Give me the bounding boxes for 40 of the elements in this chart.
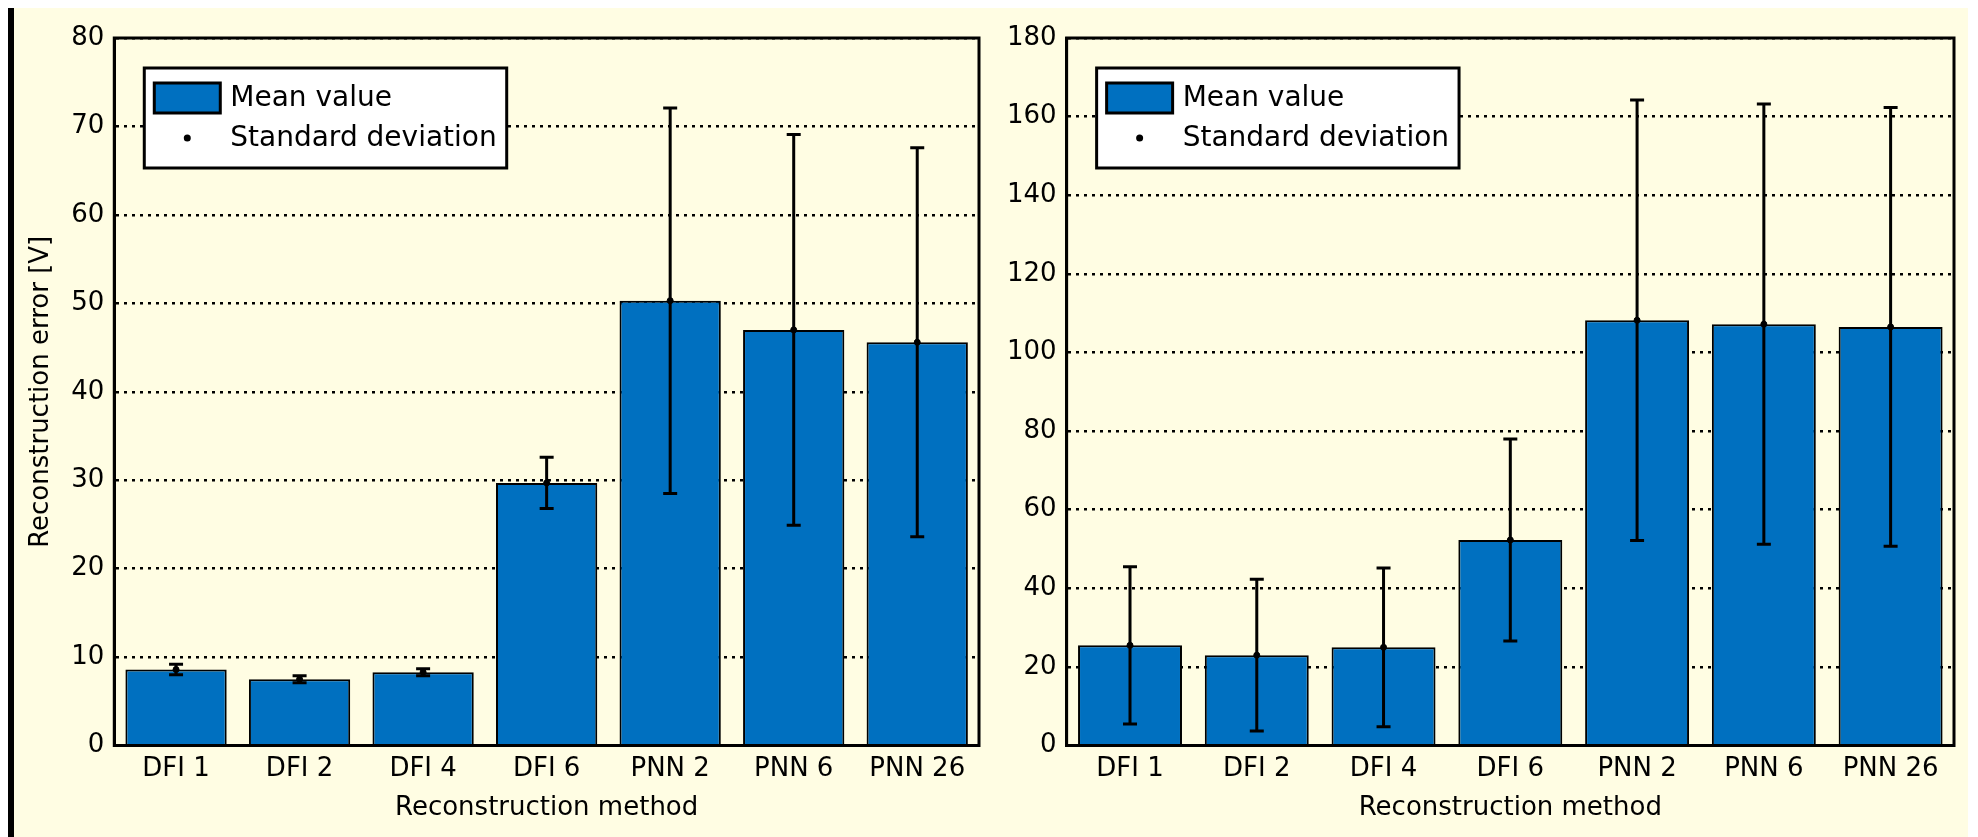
- x-tick-label: DFI 2: [1223, 751, 1291, 782]
- y-tick-label: 20: [1023, 649, 1057, 680]
- x-tick-label: DFI 6: [1476, 751, 1545, 782]
- x-tick-label: PNN 6: [754, 751, 834, 782]
- x-tick-label: DFI 2: [265, 751, 334, 782]
- x-axis-title: Reconstruction method: [395, 791, 699, 822]
- x-tick-label: DFI 4: [1349, 751, 1418, 782]
- y-tick-label: 0: [87, 728, 105, 759]
- x-tick-label: PNN 2: [630, 751, 710, 782]
- x-tick-label: PNN 26: [869, 751, 966, 782]
- y-tick-label: 20: [71, 551, 105, 582]
- x-tick-label: DFI 1: [142, 751, 210, 782]
- legend-label: Standard deviation: [1182, 120, 1450, 154]
- x-tick-label: DFI 1: [1096, 751, 1164, 782]
- y-axis-title: Reconstruction error [V]: [24, 235, 55, 548]
- legend-label: Mean value: [230, 80, 392, 114]
- y-tick-label: 160: [1006, 99, 1057, 130]
- x-tick-label: PNN 26: [1842, 751, 1939, 782]
- y-tick-label: 40: [71, 374, 105, 405]
- y-tick-label: 40: [1023, 571, 1057, 602]
- y-tick-label: 10: [71, 639, 105, 670]
- y-tick-label: 140: [1006, 177, 1057, 208]
- legend-label: Standard deviation: [230, 120, 497, 154]
- y-tick-label: 100: [1006, 335, 1057, 366]
- x-tick-label: DFI 6: [512, 751, 581, 782]
- x-tick-label: PNN 2: [1597, 751, 1677, 782]
- y-tick-label: 60: [71, 197, 105, 228]
- x-tick-label: PNN 6: [1724, 751, 1804, 782]
- y-tick-label: 80: [1023, 413, 1057, 444]
- y-tick-label: 50: [71, 286, 105, 317]
- y-tick-label: 30: [71, 463, 105, 493]
- legend-label: Mean value: [1182, 80, 1345, 114]
- y-tick-label: 180: [1006, 20, 1057, 51]
- y-tick-label: 70: [71, 109, 105, 140]
- x-axis-title: Reconstruction method: [1358, 791, 1662, 822]
- x-tick-label: DFI 4: [389, 751, 457, 782]
- y-tick-label: 80: [71, 20, 105, 51]
- y-tick-label: 60: [1023, 492, 1057, 523]
- y-tick-label: 0: [1040, 728, 1057, 759]
- y-tick-label: 120: [1006, 256, 1057, 287]
